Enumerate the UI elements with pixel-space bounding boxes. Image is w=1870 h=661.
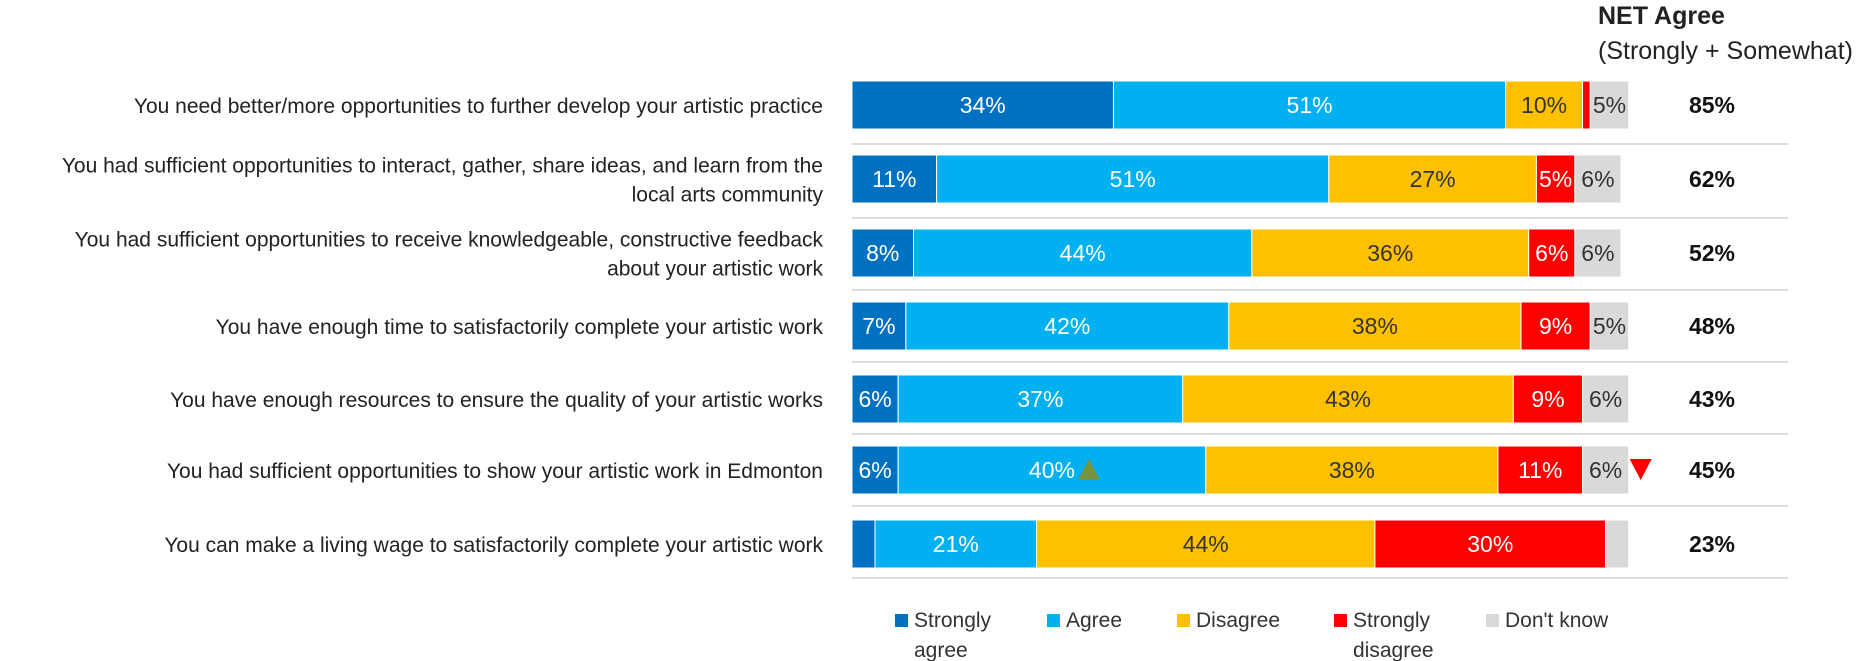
data-label: 6% [1589, 457, 1622, 483]
category-label: You had sufficient opportunities to rece… [75, 229, 824, 252]
bar-segment [1112, 80, 1507, 130]
bar-segment [851, 445, 899, 495]
bar-segment [851, 154, 938, 204]
significance-up-icon [1077, 459, 1100, 480]
data-label: 44% [1060, 240, 1106, 266]
legend-swatch [1047, 614, 1060, 627]
bar-segment [1182, 374, 1514, 424]
data-label: 44% [1183, 531, 1229, 557]
data-label: 30% [1467, 531, 1513, 557]
data-label: 51% [1110, 166, 1156, 192]
bar-segment [1582, 80, 1591, 130]
data-label: 6% [1581, 240, 1614, 266]
legend-label: Don't know [1505, 609, 1609, 632]
category-label: You can make a living wage to satisfacto… [164, 534, 823, 557]
data-label: 9% [1539, 313, 1572, 339]
legend-swatch [1486, 614, 1499, 627]
bar-segment [1589, 301, 1630, 351]
bar-segment [851, 301, 907, 351]
category-label: You have enough time to satisfactorily c… [216, 316, 824, 339]
net-agree-value: 85% [1689, 92, 1735, 118]
significance-down-icon [1629, 459, 1652, 480]
bar-segment [936, 154, 1330, 204]
data-label: 7% [862, 313, 895, 339]
data-label: 11% [872, 166, 916, 192]
bar-segment [897, 445, 1207, 495]
legend-label: agree [914, 639, 968, 661]
category-label: You had sufficient opportunities to show… [167, 460, 823, 483]
bar-segment [1328, 154, 1537, 204]
data-label: 6% [1581, 166, 1614, 192]
category-label: about your artistic work [607, 258, 823, 281]
bar-segment [1582, 374, 1630, 424]
bar-segment [1228, 301, 1522, 351]
net-agree-value: 62% [1689, 166, 1735, 192]
bar-segment [1574, 154, 1622, 204]
bar-segment [1589, 80, 1630, 130]
bar-segment [1605, 519, 1630, 569]
data-label: 10% [1521, 92, 1567, 118]
net-agree-value: 23% [1689, 531, 1735, 557]
net-agree-value: 45% [1689, 457, 1735, 483]
net-agree-value: 48% [1689, 313, 1735, 339]
bar-segment [1520, 301, 1591, 351]
data-label: 6% [858, 386, 891, 412]
data-label: 43% [1325, 386, 1371, 412]
data-label: 40% [1029, 457, 1075, 483]
bar-segment [1497, 445, 1584, 495]
category-label: local arts community [632, 184, 824, 207]
bar-segment [1574, 228, 1622, 278]
bar-segment [1036, 519, 1376, 569]
data-label: 34% [960, 92, 1006, 118]
bar-segment [851, 374, 899, 424]
bar-segment [905, 301, 1230, 351]
data-label: 37% [1017, 386, 1063, 412]
bar-segment [1582, 445, 1630, 495]
data-label: 36% [1367, 240, 1413, 266]
net-agree-subtitle: (Strongly + Somewhat) [1598, 37, 1853, 65]
data-label: 5% [1593, 92, 1626, 118]
data-label: 11% [1518, 457, 1562, 483]
bar-segment [851, 80, 1114, 130]
bar-segment [1505, 80, 1584, 130]
legend-swatch [1177, 614, 1190, 627]
bar-segment [851, 228, 915, 278]
data-label: 51% [1287, 92, 1333, 118]
category-label: You need better/more opportunities to fu… [134, 95, 823, 118]
data-label: 5% [1593, 313, 1626, 339]
net-agree-value: 52% [1689, 240, 1735, 266]
legend-label: Strongly [914, 609, 992, 632]
data-label: 6% [1589, 386, 1622, 412]
category-label: You have enough resources to ensure the … [170, 389, 823, 412]
net-agree-value: 43% [1689, 386, 1735, 412]
data-label: 38% [1329, 457, 1375, 483]
legend-label: disagree [1353, 639, 1434, 661]
legend-swatch [1334, 614, 1347, 627]
category-label: You had sufficient opportunities to inte… [62, 155, 823, 178]
data-label: 9% [1531, 386, 1564, 412]
data-label: 5% [1539, 166, 1572, 192]
data-label: 6% [858, 457, 891, 483]
bar-segment [1374, 519, 1607, 569]
net-agree-title: NET Agree [1598, 2, 1725, 30]
data-label: 42% [1044, 313, 1090, 339]
data-label: 8% [866, 240, 899, 266]
data-label: 6% [1535, 240, 1568, 266]
data-label: 38% [1352, 313, 1398, 339]
bar-segment [1528, 228, 1576, 278]
legend-swatch [895, 614, 908, 627]
bar-segment [851, 519, 876, 569]
bar-segment [913, 228, 1253, 278]
data-label: 27% [1410, 166, 1456, 192]
data-label: 21% [933, 531, 979, 557]
legend-label: Agree [1066, 609, 1122, 632]
legend-label: Disagree [1196, 609, 1280, 632]
legend-label: Strongly [1353, 609, 1431, 632]
